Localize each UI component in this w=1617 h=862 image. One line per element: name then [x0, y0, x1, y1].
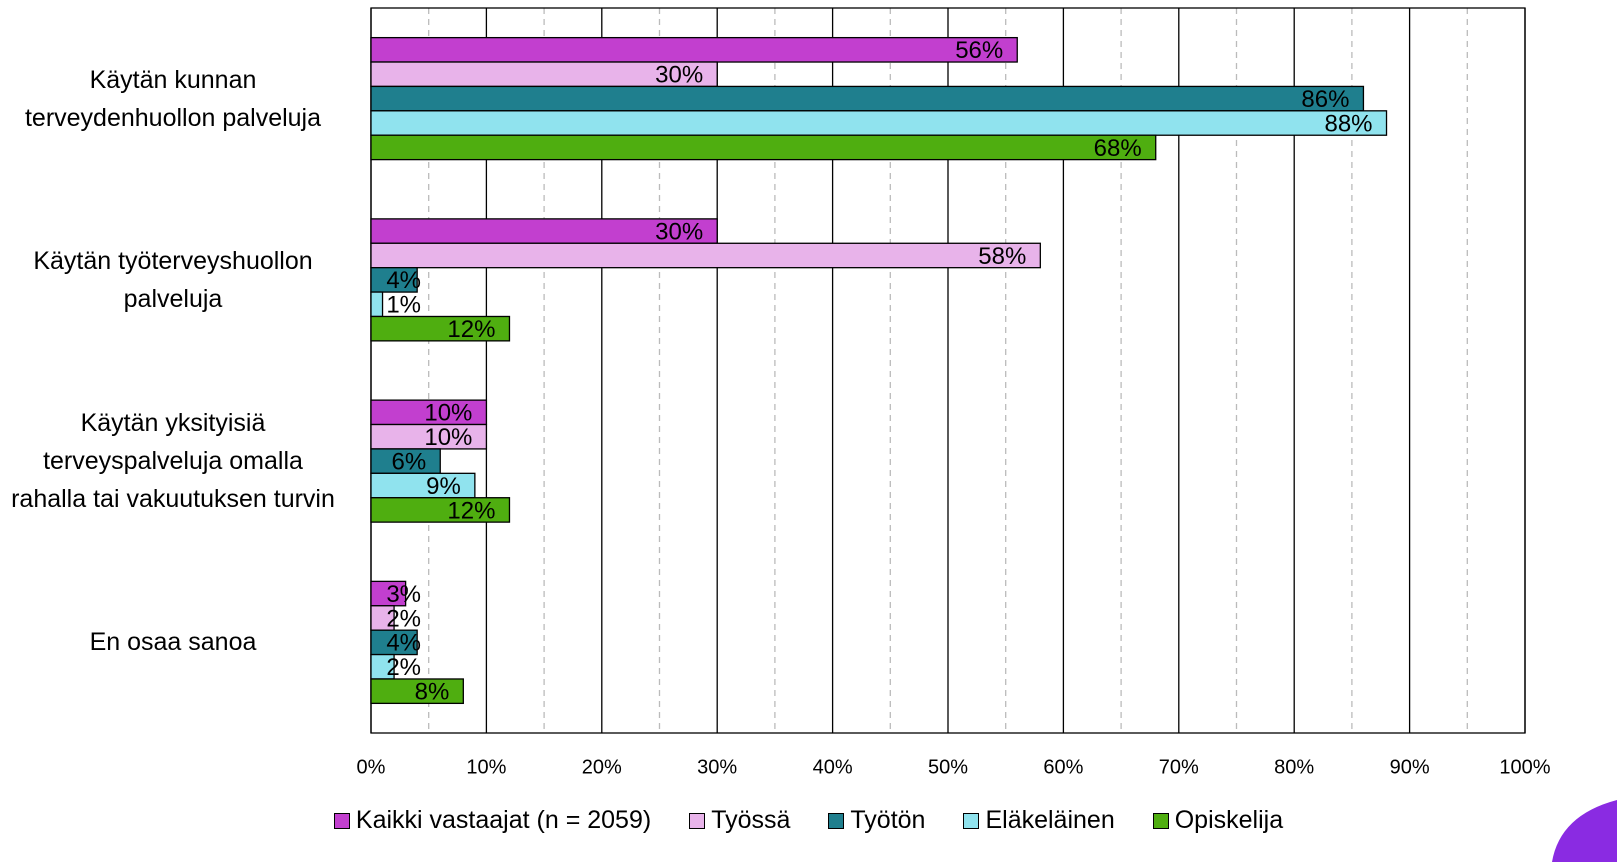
data-label: 2%: [386, 654, 421, 681]
legend-swatch: [1152, 812, 1169, 829]
legend-item: Opiskelija: [1152, 806, 1284, 835]
category-label: Käytän työterveyshuollon palveluja: [33, 246, 313, 313]
legend-swatch: [689, 812, 706, 829]
x-tick-label: 20%: [582, 756, 622, 778]
data-label: 12%: [447, 316, 495, 343]
x-tick-label: 60%: [1043, 756, 1083, 778]
bar: [370, 36, 1018, 63]
data-label: 2%: [386, 605, 421, 632]
legend-label: Opiskelija: [1174, 806, 1284, 834]
bar: [370, 315, 511, 342]
bar: [370, 629, 418, 656]
bar: [370, 678, 464, 705]
legend-item: Työtön: [828, 806, 925, 835]
data-label: 8%: [415, 679, 450, 706]
x-tick-label: 50%: [928, 756, 968, 778]
data-label: 58%: [978, 243, 1026, 270]
data-label: 10%: [424, 424, 472, 451]
data-label: 12%: [447, 497, 495, 524]
legend-swatch: [963, 812, 980, 829]
legend-label: Eläkeläinen: [985, 806, 1115, 834]
data-label: 30%: [655, 62, 703, 89]
data-label: 68%: [1094, 135, 1142, 162]
legend-label: Kaikki vastaajat (n = 2059): [355, 806, 652, 834]
data-label: 1%: [386, 292, 421, 319]
data-label: 4%: [386, 630, 421, 657]
bar: [370, 472, 476, 499]
legend-item: Työssä: [689, 806, 790, 835]
x-tick-label: 80%: [1274, 756, 1314, 778]
bar: [370, 218, 718, 244]
x-tick-label: 70%: [1159, 756, 1199, 778]
bar: [370, 61, 718, 88]
data-label: 30%: [655, 218, 703, 245]
x-tick-label: 40%: [813, 756, 853, 778]
legend-item: Kaikki vastaajat (n = 2059): [333, 806, 652, 835]
bar: [370, 110, 1388, 136]
category-label: En osaa sanoa: [89, 628, 257, 657]
x-tick-label: 100%: [1499, 756, 1550, 778]
bar: [370, 242, 1041, 269]
data-label: 56%: [955, 37, 1003, 64]
x-tick-label: 90%: [1390, 756, 1430, 778]
data-label: 86%: [1301, 86, 1349, 113]
plot-border: [370, 7, 1526, 734]
category-label: Käytän kunnan terveydenhuollon palveluja: [24, 65, 322, 132]
data-label: 88%: [1324, 110, 1372, 137]
bar: [370, 423, 488, 450]
decoration: [1552, 800, 1617, 862]
legend-swatch: [333, 812, 350, 829]
bar: [370, 267, 418, 293]
bar: [370, 291, 384, 318]
legend-swatch: [828, 812, 845, 829]
legend-label: Työssä: [711, 806, 791, 834]
data-label: 3%: [386, 581, 421, 608]
bar: [370, 399, 488, 426]
x-tick-label: 0%: [357, 756, 386, 778]
data-label: 6%: [392, 448, 427, 475]
x-tick-label: 10%: [466, 756, 506, 778]
legend-item: Eläkeläinen: [963, 806, 1115, 835]
bar: [370, 448, 441, 474]
bar: [370, 497, 511, 523]
category-label: Käytän yksityisiä terveyspalveluja omall…: [11, 409, 335, 514]
bar: [370, 85, 1365, 112]
legend: Kaikki vastaajat (n = 2059) Työssä Työtön E…: [0, 806, 1617, 835]
bar: [370, 134, 1157, 161]
legend-label: Työtön: [850, 806, 926, 834]
data-label: 4%: [386, 267, 421, 294]
data-label: 10%: [424, 400, 472, 427]
x-tick-label: 30%: [697, 756, 737, 778]
data-label: 9%: [426, 473, 461, 500]
